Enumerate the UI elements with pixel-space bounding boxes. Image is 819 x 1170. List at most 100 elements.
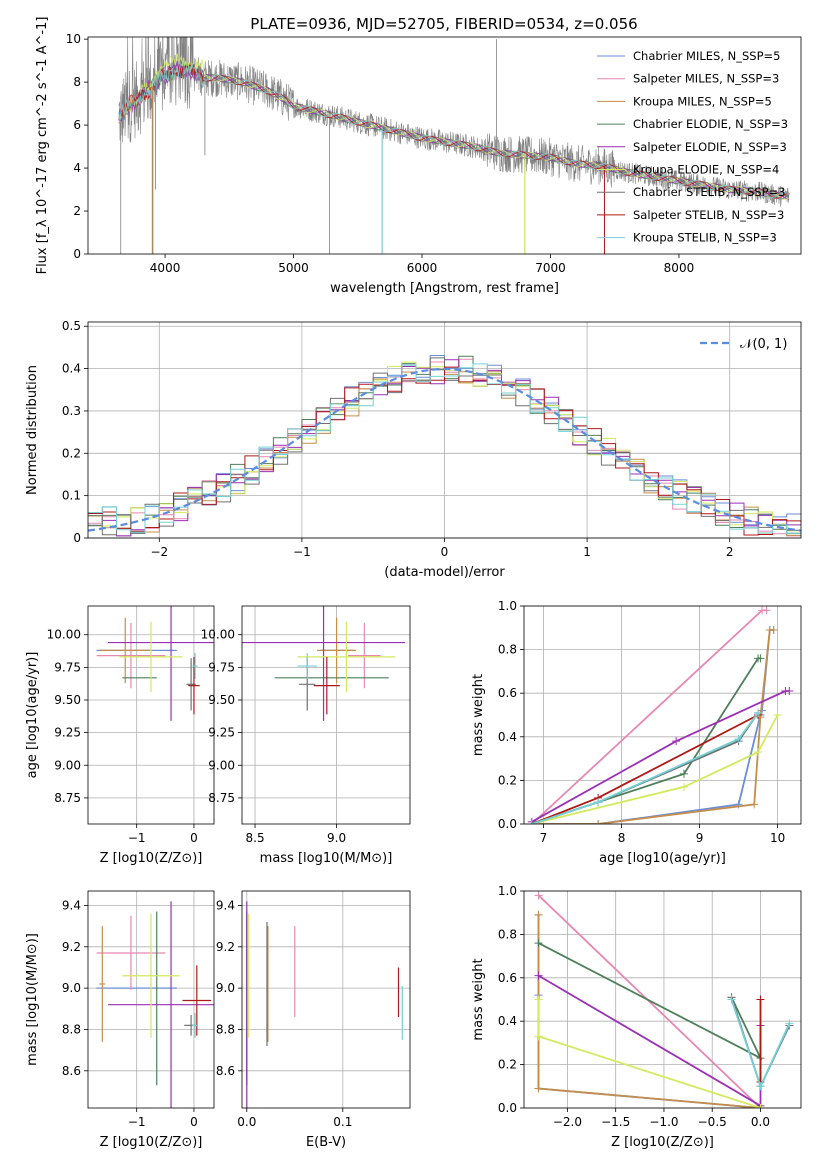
x-tick-label: 7000 (535, 261, 566, 275)
axes-frame (241, 605, 411, 825)
y-tick-label: 0.2 (62, 446, 81, 460)
x-tick-label: 6000 (407, 261, 438, 275)
weight-marker (534, 1084, 543, 1093)
panel-age-z: −1 0 8.75 9.00 9.25 9.50 9.75 10.00 Z [log10(Z/Z… (25, 605, 215, 866)
y-tick-label: 8.8 (62, 1022, 81, 1036)
y-axis-label: Normed distribution (25, 365, 40, 495)
weight-line-1 (531, 609, 767, 824)
model-line-6 (118, 64, 790, 200)
x-tick-label: 2 (726, 545, 734, 559)
weight-marker (534, 1032, 543, 1041)
y-tick-label: 0.4 (498, 730, 517, 744)
y-tick-label: 0.0 (498, 1101, 517, 1115)
x-tick-label: 9 (696, 831, 704, 845)
legend-label: Kroupa MILES, N_SSP=5 (633, 94, 772, 108)
weight-marker (534, 939, 543, 948)
errorbar-point-1 (96, 915, 166, 991)
x-axis-label: wavelength [Angstrom, rest frame] (330, 281, 559, 296)
legend-label: Chabrier MILES, N_SSP=5 (633, 49, 780, 63)
x-tick-label: 0 (190, 1115, 198, 1129)
x-tick-label: 7 (540, 831, 548, 845)
plot-area-age-mass (242, 606, 406, 721)
x-tick-label: 0.0 (751, 1115, 770, 1129)
weight-marker (750, 800, 759, 809)
y-tick-label: 9.2 (62, 940, 81, 954)
model-line-8 (118, 62, 790, 198)
y-axis-label: mass weight (471, 958, 486, 1040)
y-tick-label: 0.1 (62, 489, 81, 503)
y-tick-label: 9.75 (208, 660, 235, 674)
y-tick-label: 1.0 (498, 884, 517, 898)
figure-title: PLATE=0936, MJD=52705, FIBERID=0534, z=0… (250, 15, 637, 33)
errorbar-point-4 (242, 606, 406, 721)
axes-frame (87, 321, 802, 539)
x-tick-label: −1 (128, 831, 146, 845)
weight-marker (754, 748, 763, 757)
weight-line-8 (531, 712, 759, 824)
plot-area-residuals (88, 355, 801, 537)
x-tick-label: 0.0 (237, 1115, 256, 1129)
y-tick-label: 8.6 (216, 1064, 235, 1078)
gaussian-curve (88, 367, 801, 532)
legend-label: Chabrier ELODIE, N_SSP=3 (633, 117, 788, 131)
y-tick-label: 8 (73, 75, 81, 89)
axes-frame (523, 605, 802, 825)
histogram-7 (88, 366, 801, 536)
legend-label: Chabrier STELIB, N_SSP=3 (633, 185, 785, 199)
x-axis-label: E(B-V) (306, 1135, 346, 1150)
y-tick-label: 9.75 (54, 660, 81, 674)
legend-label: Salpeter STELIB, N_SSP=3 (633, 208, 784, 222)
y-tick-label: 10.00 (47, 628, 81, 642)
panel-mass-z: −1 0 8.6 8.8 9.0 9.2 9.4 Z [log10(Z/Z⊙)] mass [l… (25, 890, 215, 1150)
errorbar-point-4 (108, 901, 214, 1108)
panel-mass-ebv: 0.0 0.1 8.6 8.8 9.0 9.2 9.4 E(B-V) (216, 890, 411, 1150)
y-tick-label: 0.8 (498, 643, 517, 657)
plot-area-weight-age (527, 606, 794, 824)
y-tick-label: 0.2 (498, 1058, 517, 1072)
y-tick-label: 2 (73, 204, 81, 218)
weight-marker (534, 891, 543, 900)
y-tick-label: 9.0 (216, 981, 235, 995)
y-tick-label: 0.2 (498, 773, 517, 787)
plot-area-mass-ebv (246, 901, 403, 1108)
plot-area-spectrum (118, 37, 790, 254)
axes-frame (87, 890, 215, 1109)
x-tick-label: −1 (293, 545, 311, 559)
plot-area-age-z (96, 606, 214, 721)
x-axis-label: Z [log10(Z/Z⊙)] (611, 1135, 714, 1150)
legend: Chabrier MILES, N_SSP=5 Salpeter MILES, N… (597, 49, 788, 245)
x-axis-label: (data-model)/error (384, 565, 505, 580)
y-tick-label: 0.5 (62, 319, 81, 333)
x-tick-label: 1 (583, 545, 591, 559)
y-tick-label: 9.00 (208, 758, 235, 772)
y-tick-label: 0.6 (498, 971, 517, 985)
weight-marker (727, 995, 736, 1004)
errorbar-point-7 (182, 965, 212, 1036)
x-tick-label: −0.5 (698, 1115, 727, 1129)
y-tick-label: 0.3 (62, 404, 81, 418)
y-tick-label: 9.25 (208, 726, 235, 740)
x-tick-label: −2.0 (553, 1115, 582, 1129)
y-tick-label: 0 (73, 531, 81, 545)
y-tick-label: 8.8 (216, 1022, 235, 1036)
y-tick-label: 0 (73, 247, 81, 261)
errorbar-point-8 (192, 1012, 198, 1038)
y-axis-label: mass weight (471, 674, 486, 756)
x-axis-label: Z [log10(Z/Z⊙)] (100, 1135, 203, 1150)
panel-spectrum: 4000 5000 6000 7000 8000 0 2 4 6 8 10 wavelength [A… (35, 17, 802, 296)
weight-marker (534, 995, 543, 1004)
weight-marker (754, 708, 763, 717)
weight-line-5 (531, 714, 779, 824)
weight-marker (534, 971, 543, 980)
errorbar-point-1 (96, 622, 166, 689)
panel-weight-z: −2.0 −1.5 −1.0 −0.5 0.0 0.0 0.2 0.4 0.6 0.8 1.0 Z [… (471, 884, 802, 1150)
legend-label: Kroupa STELIB, N_SSP=3 (633, 231, 777, 245)
x-tick-label: 8000 (664, 261, 695, 275)
weight-marker (734, 734, 743, 743)
y-tick-label: 6 (73, 118, 81, 132)
y-tick-label: 10 (66, 32, 81, 46)
x-tick-label: 10 (770, 831, 785, 845)
y-tick-label: 9.00 (54, 758, 81, 772)
weight-marker (756, 654, 765, 663)
x-tick-label: −1.5 (601, 1115, 630, 1129)
